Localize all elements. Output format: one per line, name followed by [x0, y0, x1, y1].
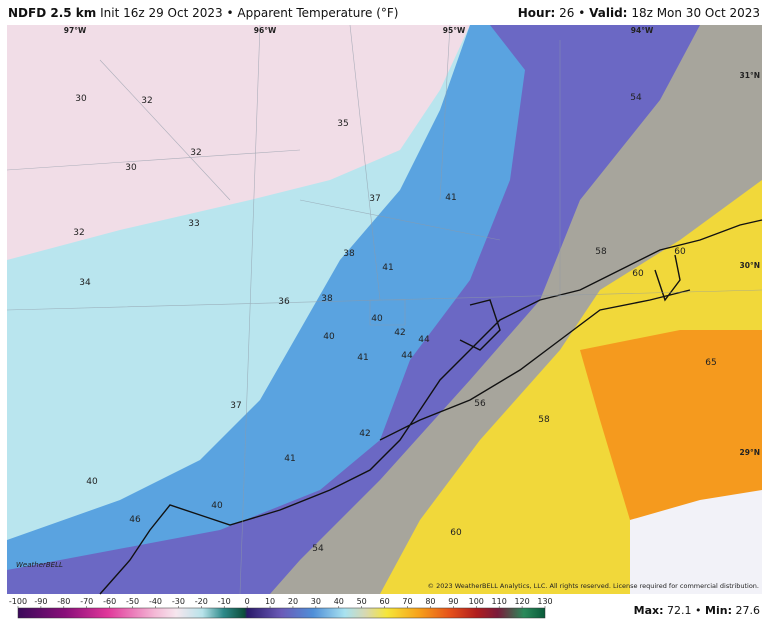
temperature-label: 34 — [79, 278, 91, 288]
county-lines — [6, 24, 763, 595]
temperature-label: 32 — [73, 228, 84, 238]
field: Apparent Temperature (°F) — [237, 6, 398, 20]
colorbar-tick-label: 80 — [425, 597, 435, 606]
latitude-label: 31°N — [740, 71, 760, 80]
colorbar-tick-label: 110 — [492, 597, 507, 606]
colorbar-tick-label: -100 — [9, 597, 27, 606]
temperature-label: 36 — [278, 297, 290, 307]
colorbar-tick-label: -40 — [149, 597, 162, 606]
temperature-label: 42 — [394, 328, 405, 338]
orange-region — [580, 330, 762, 520]
colorbar-tick-label: 70 — [402, 597, 412, 606]
latitude-label: 30°N — [740, 261, 760, 270]
temperature-label: 37 — [369, 194, 380, 204]
colorbar-tick-label: 90 — [448, 597, 458, 606]
temperature-label: 38 — [321, 294, 333, 304]
temperature-label: 35 — [337, 119, 348, 129]
colorbar-tick-label: 20 — [288, 597, 298, 606]
copyright: © 2023 WeatherBELL Analytics, LLC. All r… — [428, 582, 759, 590]
header-right: Hour: 26 • Valid: 18z Mon 30 Oct 2023 — [518, 6, 760, 20]
temperature-label: 54 — [312, 544, 324, 554]
model: NDFD 2.5 km — [8, 6, 96, 20]
temperature-label: 58 — [538, 415, 550, 425]
temperature-label: 40 — [86, 477, 98, 487]
min-value: 27.6 — [736, 604, 761, 617]
temperature-label: 30 — [75, 94, 87, 104]
valid-label: Valid: — [589, 6, 627, 20]
colorbar-tick-label: 120 — [514, 597, 529, 606]
temperature-label: 42 — [359, 429, 370, 439]
colorbar-tick-label: 130 — [537, 597, 552, 606]
max-value: 72.1 — [667, 604, 692, 617]
temperature-label: 41 — [357, 353, 368, 363]
temperature-label: 54 — [630, 93, 642, 103]
valid-value: 18z Mon 30 Oct 2023 — [631, 6, 760, 20]
temperature-label: 32 — [190, 148, 201, 158]
colorbar-tick-label: -30 — [172, 597, 185, 606]
max-label: Max: — [634, 604, 664, 617]
temperature-label: 65 — [705, 358, 716, 368]
temperature-label: 56 — [474, 399, 486, 409]
temperature-label: 60 — [632, 269, 644, 279]
map: 30 32 32 30 35 37 41 54 33 32 38 41 58 60 60 34 36 38 40 42… — [6, 24, 763, 595]
temperature-label: 60 — [674, 247, 686, 257]
logo: WeatherBELL — [16, 561, 63, 569]
temperature-label: 40 — [211, 501, 223, 511]
header-left: NDFD 2.5 km Init 16z 29 Oct 2023 • Appar… — [8, 6, 398, 20]
longitude-label: 94°W — [631, 26, 654, 35]
temperature-label: 32 — [141, 96, 152, 106]
colorbar-tick-label: -20 — [195, 597, 208, 606]
no-data-region — [630, 490, 762, 594]
min-label: Min: — [705, 604, 732, 617]
colorbar-tick-label: 60 — [380, 597, 390, 606]
temperature-label: 33 — [188, 219, 199, 229]
colorbar-tick-label: 40 — [334, 597, 344, 606]
temperature-label: 41 — [445, 193, 456, 203]
temperature-label: 40 — [371, 314, 383, 324]
colorbar-tick-label: -70 — [80, 597, 93, 606]
colorbar — [17, 607, 546, 619]
colorbar-tick-label: 100 — [469, 597, 484, 606]
colorbar-tick-label: -60 — [103, 597, 116, 606]
longitude-label: 97°W — [64, 26, 87, 35]
temperature-label: 40 — [323, 332, 335, 342]
colorbar-tick-label: -10 — [218, 597, 231, 606]
colorbar-tick-label: -50 — [126, 597, 139, 606]
temperature-label: 60 — [450, 528, 462, 538]
colorbar-tick-label: 0 — [245, 597, 250, 606]
hour-label: Hour: — [518, 6, 556, 20]
separator: • — [227, 6, 234, 20]
colorbar-tick-label: 10 — [265, 597, 275, 606]
temperature-label: 46 — [129, 515, 141, 525]
temperature-label: 44 — [418, 335, 430, 345]
colorbar-tick-label: 30 — [311, 597, 321, 606]
colorbar-tick-label: -80 — [57, 597, 70, 606]
temperature-label: 41 — [382, 263, 393, 273]
longitude-label: 96°W — [254, 26, 277, 35]
cold-region — [7, 25, 470, 260]
temperature-label: 44 — [401, 351, 413, 361]
colorbar-tick-label: -90 — [34, 597, 47, 606]
temperature-label: 37 — [230, 401, 241, 411]
latitude-label: 29°N — [740, 448, 760, 457]
temperature-label: 30 — [125, 163, 137, 173]
colorbar-tick-label: 50 — [357, 597, 367, 606]
temperature-label: 41 — [284, 454, 295, 464]
init: Init 16z 29 Oct 2023 — [100, 6, 223, 20]
footer: Max: 72.1 • Min: 27.6 — [634, 604, 760, 617]
temperature-label: 38 — [343, 249, 355, 259]
hour-value: 26 — [559, 6, 574, 20]
separator: • — [578, 6, 585, 20]
temperature-label: 58 — [595, 247, 607, 257]
separator: • — [695, 604, 702, 617]
coastline — [99, 219, 763, 595]
longitude-label: 95°W — [443, 26, 466, 35]
